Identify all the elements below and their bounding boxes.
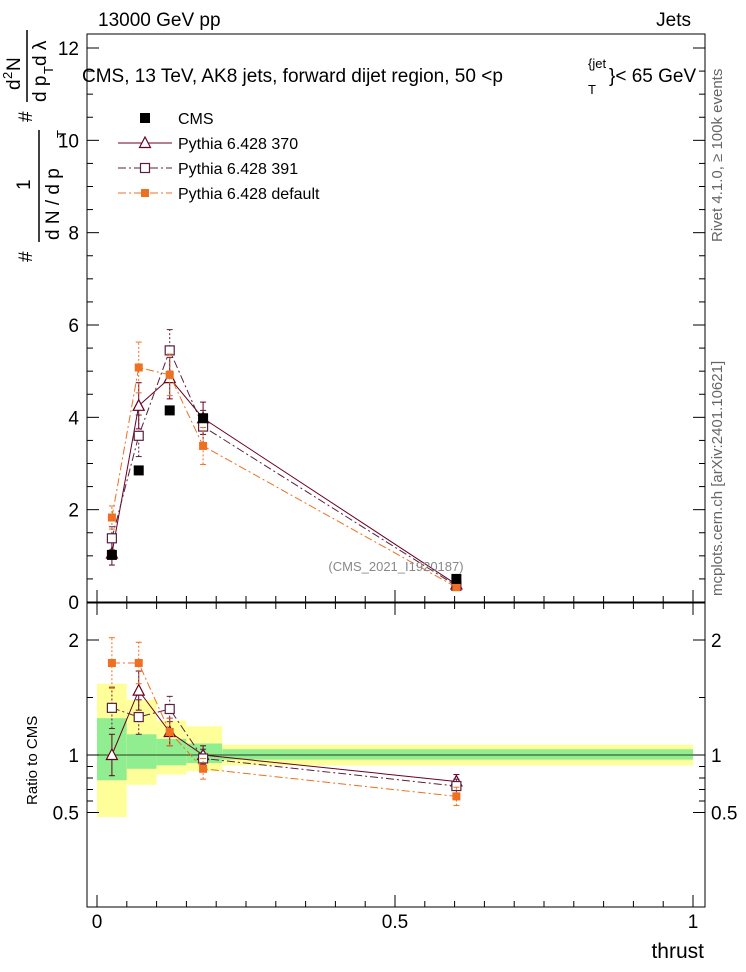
ratio-band-inner xyxy=(156,738,187,766)
ylabel-rhs-dp: d p xyxy=(30,76,51,102)
ratio-ytick-label: 2 xyxy=(68,631,79,652)
ratio-point xyxy=(106,702,118,713)
ratio-point xyxy=(199,764,208,773)
main-point xyxy=(164,345,175,356)
main-ytick-label: 12 xyxy=(58,39,79,60)
main-series-cms xyxy=(106,405,462,584)
ylabel-rhs-dl: d λ xyxy=(30,40,51,66)
legend-label: Pythia 6.428 370 xyxy=(178,136,298,153)
main-point xyxy=(106,533,118,544)
title-sup: {jet xyxy=(588,56,606,71)
plot-title: CMS, 13 TeV, AK8 jets, forward dijet reg… xyxy=(82,56,696,97)
ratio-ytick-label: 0.5 xyxy=(53,804,79,825)
legend-item: Pythia 6.428 370 xyxy=(118,135,298,153)
legend: CMS Pythia 6.428 370 Pythia 6.428 391 Pythi… xyxy=(118,111,320,203)
ratio-band-inner xyxy=(126,734,157,769)
ratio-bands xyxy=(97,683,693,818)
title-sub: T xyxy=(588,82,596,97)
ratio-point xyxy=(105,747,119,761)
main-point xyxy=(451,573,462,584)
main-series-pythia-6-428-391 xyxy=(106,329,462,591)
ratio-band-inner xyxy=(222,749,693,760)
xtick-label: 0 xyxy=(92,912,103,933)
ylabel-rhs-d: d xyxy=(4,79,25,90)
title-tail: }< 65 GeV xyxy=(609,66,696,87)
legend-marker xyxy=(141,189,149,197)
main-ytick-label: 6 xyxy=(68,316,79,337)
ylabel-rhs-sub: T xyxy=(41,66,56,74)
legend-marker xyxy=(139,162,151,174)
legend-label: Pythia 6.428 391 xyxy=(178,161,298,178)
ratio-point xyxy=(452,792,461,801)
ylabel-denom-sub: T xyxy=(54,130,69,138)
x-axis-label: thrust xyxy=(651,940,704,963)
watermark: (CMS_2021_I1920187) xyxy=(328,559,463,574)
main-point xyxy=(198,413,209,424)
ylabel-hash-mid: # xyxy=(16,111,37,122)
ratio-ytick-label: 1 xyxy=(68,746,79,767)
ylabel-rhs-N: N xyxy=(4,57,25,71)
main-ytick-label: 8 xyxy=(68,224,79,245)
ratio-point xyxy=(133,711,144,723)
title-main: CMS, 13 TeV, AK8 jets, forward dijet reg… xyxy=(82,66,503,87)
header-right: Jets xyxy=(656,10,691,31)
main-point xyxy=(133,465,144,476)
legend-item: Pythia 6.428 default xyxy=(118,186,320,203)
legend-label: Pythia 6.428 default xyxy=(178,186,320,203)
ylabel-denom: d N / d p xyxy=(43,168,64,240)
main-point xyxy=(134,363,143,372)
main-point xyxy=(452,583,461,592)
ratio-point xyxy=(107,659,116,667)
main-point xyxy=(106,549,117,560)
main-point xyxy=(133,430,144,441)
ratio-point xyxy=(132,683,146,696)
ratio-point xyxy=(164,703,175,715)
main-ytick-label: 0 xyxy=(68,593,79,614)
legend-item: CMS xyxy=(140,111,214,128)
main-series-pythia-6-428-370 xyxy=(105,356,463,590)
xtick-label: 0.5 xyxy=(382,912,408,933)
ratio-panel xyxy=(97,637,693,807)
ratio-point xyxy=(165,728,174,736)
main-ytick-label: 10 xyxy=(58,131,79,152)
legend-item: Pythia 6.428 391 xyxy=(118,161,298,178)
ratio-series-pythia-6-428-default xyxy=(107,637,461,807)
rivet-label: Rivet 4.1.0, ≥ 100k events xyxy=(709,69,726,242)
ratio-point xyxy=(451,780,462,792)
main-point xyxy=(107,513,116,522)
xtick-label: 1 xyxy=(688,912,699,933)
main-point xyxy=(199,441,208,450)
main-point xyxy=(164,405,175,416)
main-series-line xyxy=(111,366,457,588)
main-point xyxy=(132,398,146,411)
ratio-ytick-label-right: 1 xyxy=(711,746,722,767)
legend-label: CMS xyxy=(178,111,214,128)
ylabel-hash-left: # xyxy=(16,251,37,262)
main-ytick-label: 2 xyxy=(68,501,79,522)
ylabel-one: 1 xyxy=(14,179,35,190)
ylabel-rhs-sup: 2 xyxy=(0,72,15,79)
legend-marker xyxy=(138,135,152,149)
ratio-ytick-label-right: 2 xyxy=(711,631,722,652)
main-ylabel: # 1 d N / d p T # d 2 N d p T d λ xyxy=(0,30,69,262)
mcplots-label: mcplots.cern.ch [arXiv:2401.10621] xyxy=(709,361,726,596)
ratio-ylabel: Ratio to CMS xyxy=(24,716,41,805)
main-frame xyxy=(86,33,706,603)
header-left: 13000 GeV pp xyxy=(98,10,221,31)
main-point xyxy=(165,370,174,379)
main-point xyxy=(197,421,209,432)
legend-marker xyxy=(140,113,150,123)
ratio-ytick-label-right: 0.5 xyxy=(711,804,737,825)
main-series-pythia-6-428-default xyxy=(107,341,461,592)
ratio-point xyxy=(134,659,143,667)
main-panel xyxy=(105,329,463,592)
main-ytick-label: 4 xyxy=(68,408,79,429)
